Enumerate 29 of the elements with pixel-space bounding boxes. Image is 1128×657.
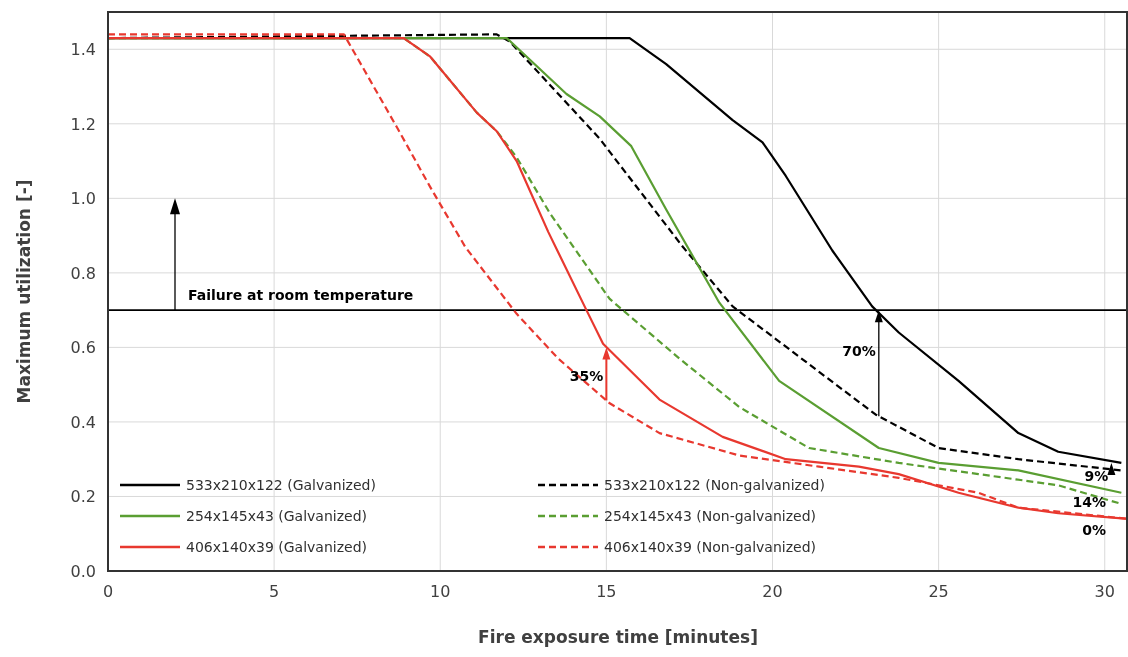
y-axis-title: Maximum utilization [-] (14, 179, 34, 404)
legend-label: 254x145x43 (Non-galvanized) (604, 508, 816, 524)
y-tick-label: 1.2 (70, 114, 96, 134)
y-tick-label: 0.8 (70, 263, 96, 283)
y-tick-label: 0.4 (70, 412, 96, 432)
y-tick-label: 1.0 (70, 189, 96, 209)
annotation: 14% (1072, 494, 1106, 510)
x-tick-label: 15 (596, 582, 617, 601)
annotation: 35% (569, 368, 604, 385)
legend-label: 406x140x39 (Galvanized) (186, 539, 367, 555)
x-tick-label: 30 (1094, 582, 1115, 601)
x-axis-title: Fire exposure time [minutes] (478, 627, 758, 647)
y-tick-label: 1.4 (70, 40, 96, 60)
legend-label: 254x145x43 (Galvanized) (186, 508, 367, 524)
y-tick-label: 0.2 (70, 487, 96, 507)
legend-label: 533x210x122 (Galvanized) (186, 477, 376, 493)
legend-label: 533x210x122 (Non-galvanized) (604, 477, 825, 493)
x-tick-label: 0 (102, 582, 114, 601)
y-tick-label: 0.6 (70, 338, 96, 358)
annotation: 0% (1082, 522, 1106, 538)
x-tick-label: 10 (430, 582, 451, 601)
x-tick-label: 5 (269, 582, 280, 601)
annotation: 9% (1084, 468, 1109, 485)
legend-label: 406x140x39 (Non-galvanized) (604, 539, 816, 555)
y-tick-label: 0.0 (70, 562, 96, 581)
x-tick-label: 25 (928, 582, 949, 601)
annotation: 70% (842, 343, 876, 360)
ref-line-label: Failure at room temperature (188, 287, 414, 304)
x-tick-label: 20 (762, 582, 783, 601)
